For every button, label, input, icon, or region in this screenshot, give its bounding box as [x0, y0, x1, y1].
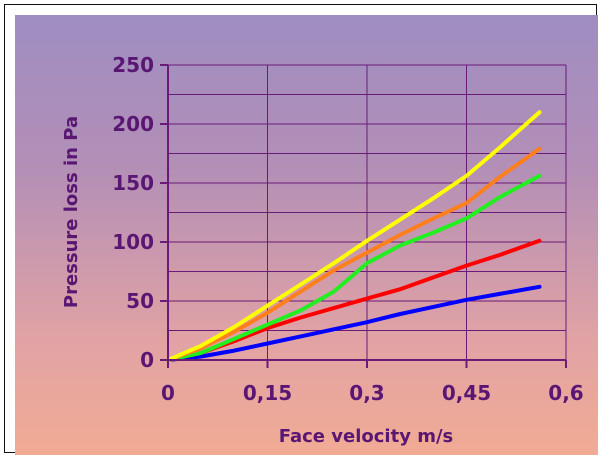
y-axis-title: Pressure loss in Pa: [61, 116, 82, 308]
x-tick-label: 0,6: [548, 381, 583, 405]
series-layer: [166, 110, 542, 362]
x-tick-label: 0,3: [349, 381, 384, 405]
series-line-3: [166, 173, 542, 362]
tick-labels: 0 50 100 150 200 250 0 0,15 0,3 0,45 0,6: [112, 53, 583, 405]
y-tick-label: 150: [112, 171, 154, 195]
x-axis-title: Face velocity m/s: [279, 426, 454, 447]
series-line-5: [166, 110, 542, 362]
y-tick-label: 50: [126, 289, 154, 313]
series-line-1: [166, 284, 542, 362]
y-tick-label: 200: [112, 112, 154, 136]
axes: [160, 64, 567, 368]
x-tick-label: 0,15: [243, 381, 292, 405]
grid: [167, 64, 567, 361]
series-line-4: [166, 146, 542, 362]
x-tick-label: 0: [161, 381, 175, 405]
chart-frame: [4, 4, 598, 455]
y-tick-label: 0: [140, 348, 154, 372]
chart-panel: [15, 15, 598, 455]
y-tick-label: 100: [112, 230, 154, 254]
x-tick-label: 0,45: [442, 381, 491, 405]
y-tick-label: 250: [112, 53, 154, 77]
